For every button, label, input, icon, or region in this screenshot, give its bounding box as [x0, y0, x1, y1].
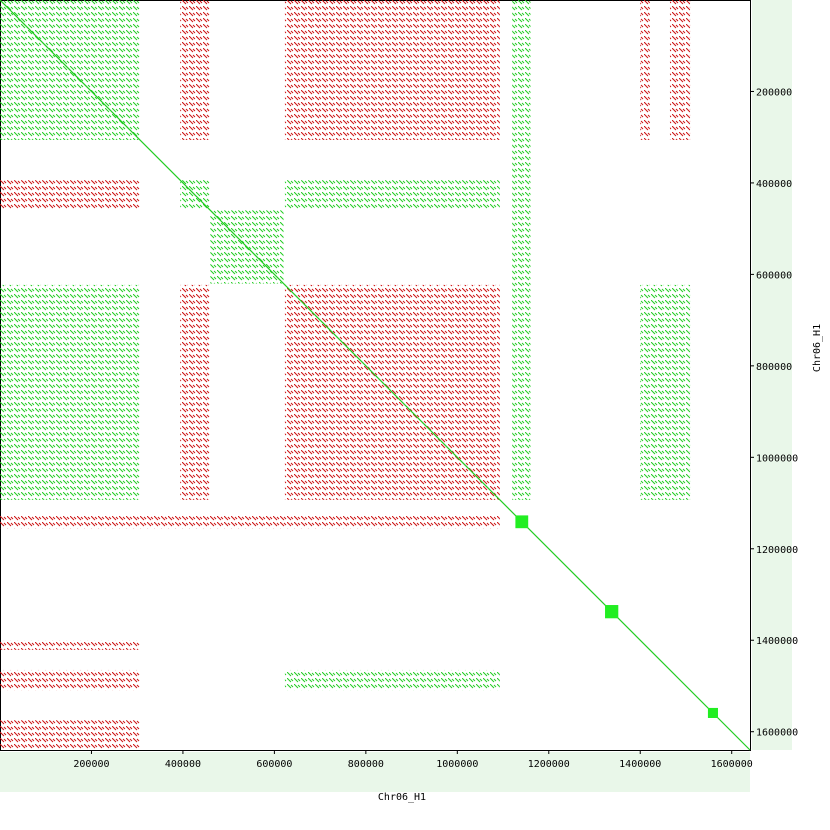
repeat-region — [180, 0, 210, 140]
repeat-region — [284, 669, 500, 691]
y-axis-label: Chr06_H1 — [812, 324, 823, 372]
block — [515, 515, 529, 529]
repeat-region — [284, 0, 500, 140]
y-tick-label: 800000 — [756, 362, 792, 373]
repeat-region — [0, 284, 140, 500]
repeat-region — [180, 284, 210, 500]
repeat-region — [284, 180, 500, 210]
coverage-right — [752, 0, 792, 750]
y-tick-label: 600000 — [756, 270, 792, 281]
y-tick-label: 1600000 — [756, 728, 798, 739]
y-tick-label: 1200000 — [756, 545, 798, 556]
repeat-region — [0, 720, 140, 750]
x-tick-label: 1600000 — [711, 759, 753, 770]
repeat-region — [512, 0, 531, 500]
x-tick-label: 400000 — [165, 759, 201, 770]
block — [605, 605, 619, 619]
repeat-region — [0, 180, 140, 210]
y-tick-label: 1000000 — [756, 453, 798, 464]
coverage-bottom — [0, 752, 750, 792]
x-tick-label: 200000 — [73, 759, 109, 770]
x-tick-label: 1200000 — [528, 759, 570, 770]
repeat-region — [0, 669, 140, 691]
y-tick-label: 200000 — [756, 87, 792, 98]
diagonal — [0, 0, 751, 751]
y-tick-label: 1400000 — [756, 636, 798, 647]
repeat-region — [0, 515, 500, 529]
repeat-region — [640, 0, 650, 140]
repeat-region — [640, 284, 691, 500]
y-tick-label: 400000 — [756, 179, 792, 190]
repeat-region — [669, 0, 691, 140]
block — [707, 707, 718, 718]
x-axis-label: Chr06_H1 — [378, 792, 426, 803]
x-tick-label: 1400000 — [619, 759, 661, 770]
x-tick-label: 600000 — [256, 759, 292, 770]
repeat-region — [0, 640, 140, 650]
x-tick-label: 1000000 — [436, 759, 478, 770]
x-tick-label: 800000 — [348, 759, 384, 770]
